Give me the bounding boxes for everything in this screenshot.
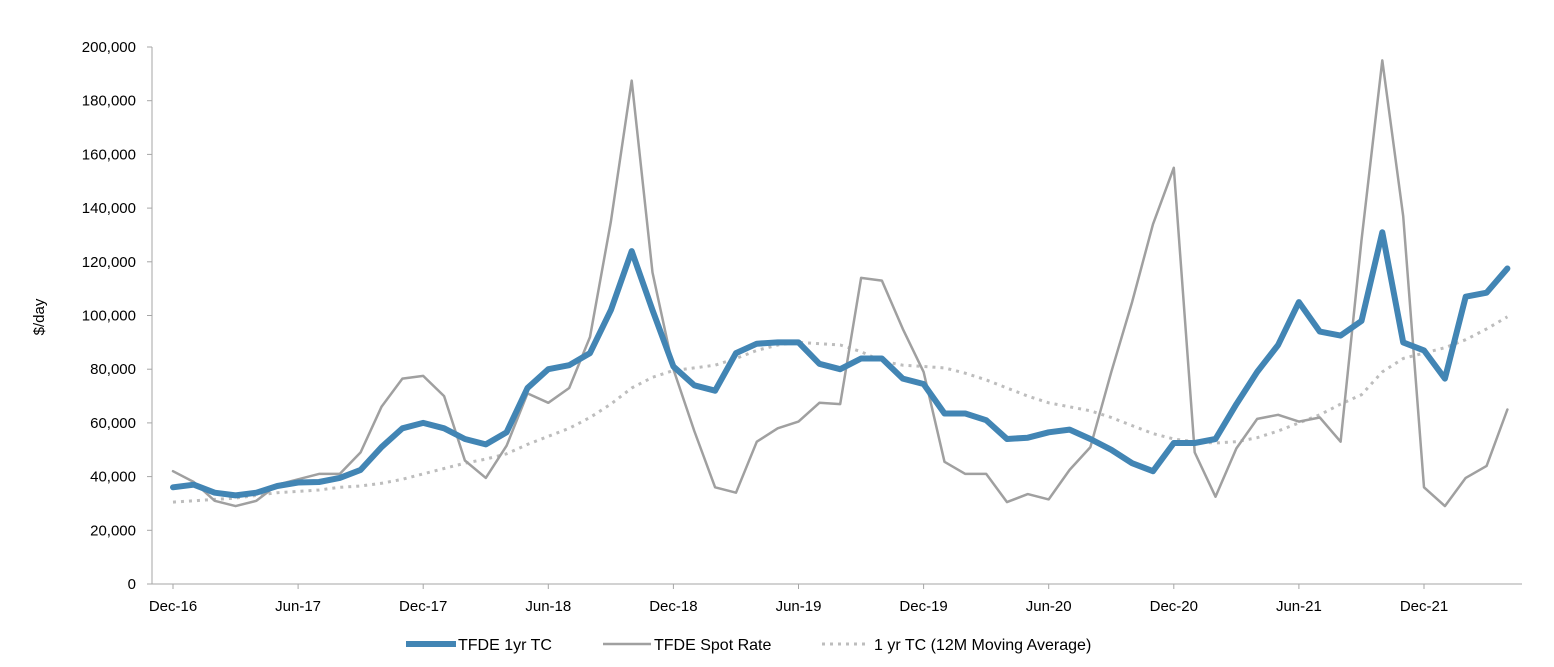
y-tick-label: 180,000 [82, 93, 136, 110]
y-tick-label: 140,000 [82, 200, 136, 217]
x-tick-label: Jun-20 [1026, 598, 1072, 615]
x-tick-label: Jun-19 [776, 598, 822, 615]
legend-label-tfde-spot-rate: TFDE Spot Rate [654, 637, 771, 654]
y-tick-label: 60,000 [90, 415, 136, 432]
x-tick-label: Dec-17 [399, 598, 447, 615]
y-tick-label: 20,000 [90, 522, 136, 539]
series-line-1-yr-tc-12m-moving-average [172, 315, 1509, 504]
y-tick-label: 200,000 [82, 39, 136, 56]
x-tick-label: Dec-18 [649, 598, 697, 615]
legend-label-tfde-1yr-tc: TFDE 1yr TC [458, 637, 552, 654]
axes [151, 47, 1522, 585]
series-lines [170, 59, 1511, 508]
x-tick-label: Dec-19 [899, 598, 947, 615]
legend: TFDE 1yr TC TFDE Spot Rate 1 yr TC (12M … [406, 637, 1091, 654]
x-tick-label: Dec-20 [1150, 598, 1198, 615]
y-tick-label: 120,000 [82, 254, 136, 271]
x-tick-label: Dec-21 [1400, 598, 1448, 615]
y-tick-label: 40,000 [90, 469, 136, 486]
x-tick-label: Dec-16 [149, 598, 197, 615]
x-tick-labels: Dec-16 Jun-17 Dec-17 Jun-18 Dec-18 Jun-19 Dec-… [149, 584, 1448, 615]
legend-label-12m-moving-average: 1 yr TC (12M Moving Average) [874, 637, 1091, 654]
x-tick-label: Jun-18 [525, 598, 571, 615]
y-axis-label: $/day [31, 298, 48, 335]
series-line-tfde-1yr-tc [170, 229, 1511, 499]
y-tick-label: 100,000 [82, 308, 136, 325]
x-tick-label: Jun-21 [1276, 598, 1322, 615]
y-tick-label: 0 [128, 576, 136, 593]
y-tick-labels: 0 20,000 40,000 60,000 80,000 100,000 120,000 1… [82, 39, 152, 593]
y-tick-label: 80,000 [90, 361, 136, 378]
series-line-tfde-spot-rate [171, 59, 1509, 508]
y-tick-label: 160,000 [82, 146, 136, 163]
x-tick-label: Jun-17 [275, 598, 321, 615]
